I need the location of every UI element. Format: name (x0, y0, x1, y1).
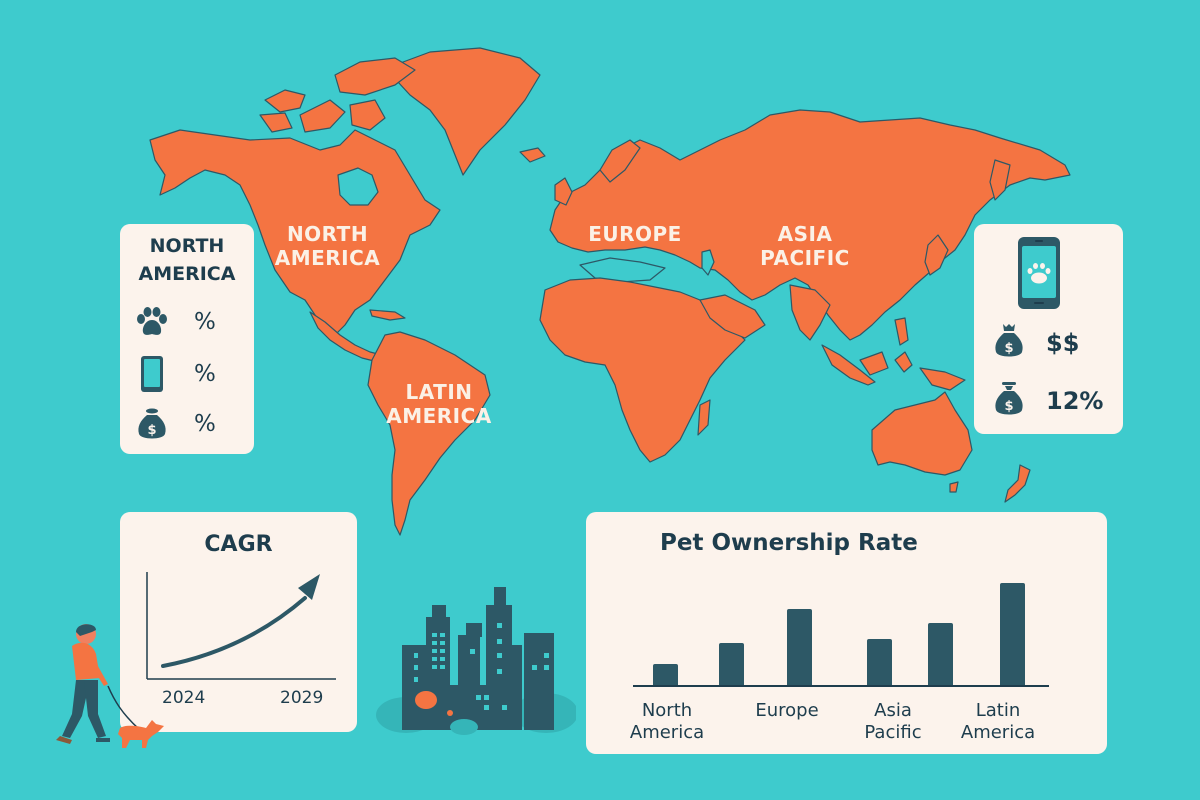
bar-1 (653, 664, 678, 686)
smartphone-icon (134, 356, 170, 392)
person-walking-dog-icon (56, 624, 164, 748)
bar-3 (787, 609, 812, 686)
stat-value-pets: % (194, 309, 216, 335)
australia-land (871, 391, 973, 476)
cagr-card: CAGR 2024 2029 (120, 512, 357, 732)
asia-pacific-card: $ $$ $ 12% (974, 224, 1123, 434)
city-skyline-icon (376, 587, 576, 735)
pet-ownership-title: Pet Ownership Rate (660, 530, 918, 556)
map-label-latin-america: LATIN AMERICA (386, 380, 492, 428)
stat-value-growth: 12% (1046, 387, 1104, 415)
south-america-land (367, 331, 491, 536)
map-label-north-america: NORTH AMERICA (274, 222, 381, 270)
category-label-asia-pacific: Asia Pacific (864, 700, 922, 743)
map-label-europe: EUROPE (588, 222, 682, 246)
stat-value-spending: % (194, 411, 216, 437)
north-america-card-title: NORTH AMERICA (138, 235, 236, 285)
stat-value-spending-level: $$ (1046, 329, 1080, 357)
africa-land (539, 277, 746, 463)
cagr-growth-chart (146, 572, 336, 680)
cagr-x-end: 2029 (280, 688, 324, 708)
category-label-latin-america: Latin America (960, 700, 1036, 743)
pet-ownership-card: Pet Ownership Rate North America Europe … (586, 512, 1107, 754)
x-axis (633, 685, 1049, 687)
arrow-up-icon (298, 574, 320, 600)
svg-text:$: $ (1004, 341, 1013, 356)
smartphone-paw-icon (1017, 236, 1061, 314)
cagr-x-start: 2024 (162, 688, 206, 708)
stat-row-pets: % (134, 302, 244, 342)
bar-2 (719, 643, 744, 686)
map-label-asia-pacific: ASIA PACIFIC (760, 222, 850, 270)
paw-icon (134, 304, 170, 340)
stat-row-spending: $ % (134, 404, 244, 444)
bar-6 (1000, 583, 1025, 686)
stat-row-growth: $ 12% (994, 380, 1114, 422)
north-america-card: NORTH AMERICA % % $ (120, 224, 254, 454)
money-bag-icon: $ (994, 322, 1024, 364)
stat-value-mobile: % (194, 361, 216, 387)
stat-row-mobile: % (134, 354, 244, 394)
stat-row-spending-level: $ $$ (994, 322, 1114, 364)
bar-4 (867, 639, 892, 686)
svg-text:$: $ (1004, 399, 1013, 414)
category-label-north-america: North America (629, 700, 705, 743)
category-label-europe: Europe (755, 700, 819, 721)
greenland (394, 47, 541, 176)
money-bag-icon: $ (994, 381, 1024, 421)
cagr-title: CAGR (204, 532, 273, 557)
bar-5 (928, 623, 953, 686)
money-bag-icon: $ (134, 406, 170, 442)
svg-text:$: $ (147, 423, 156, 438)
